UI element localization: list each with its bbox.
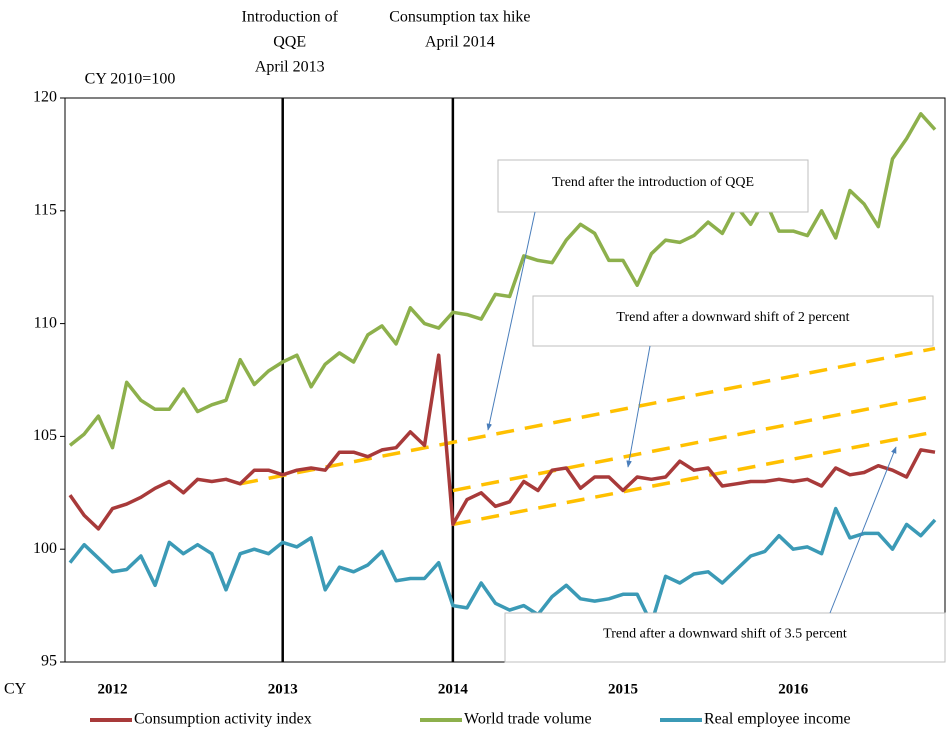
callout-box [497,159,809,213]
y-tick-label: 95 [41,653,57,670]
event-label: QQE [273,34,306,51]
x-tick-label: 2014 [438,681,469,697]
trend-line [239,346,936,486]
series-line [68,112,937,450]
callout-text: Trend after a downward shift of 2 percen… [616,310,849,325]
trend-line [452,394,936,493]
y-tick-label: 100 [33,540,57,557]
callout-box [504,612,946,663]
event-label: Consumption tax hike [389,9,530,26]
event-label: April 2014 [425,34,495,51]
x-axis-label: CY [4,681,27,698]
callout-box [532,295,934,347]
x-tick-label: 2013 [268,681,298,697]
series-line [68,506,937,626]
y-tick-label: 120 [33,89,57,106]
event-label: Introduction of [241,9,338,26]
y-tick-label: 105 [33,427,57,444]
legend-label: Consumption activity index [134,711,312,728]
x-tick-label: 2015 [608,681,638,697]
legend-label: Real employee income [704,711,851,728]
series-line [68,353,936,531]
callout-arrow [829,446,897,614]
callout-text: Trend after the introduction of QQE [552,175,754,190]
callout-arrow [626,345,651,468]
y-tick-label: 115 [34,201,57,218]
callout-arrow [486,211,536,431]
callout-text: Trend after a downward shift of 3.5 perc… [603,627,847,642]
legend-label: World trade volume [464,711,592,728]
trend-line [452,430,936,527]
event-label: April 2013 [255,59,325,76]
x-tick-label: 2016 [778,681,809,697]
y-tick-label: 110 [34,314,57,331]
x-tick-label: 2012 [98,681,128,697]
y-axis-label: CY 2010=100 [85,71,176,88]
plot-area [68,98,937,662]
